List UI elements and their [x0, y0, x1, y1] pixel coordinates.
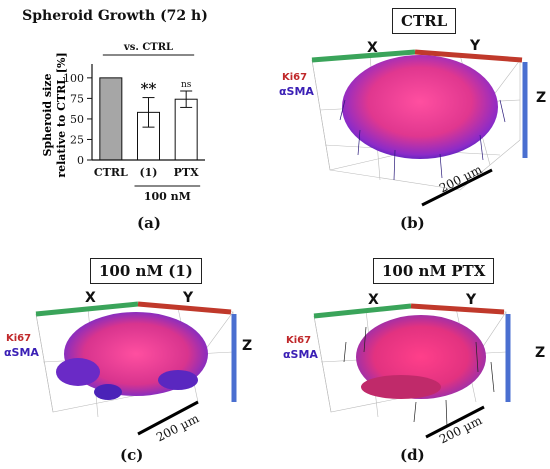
- legend-ki67-d: Ki67: [286, 335, 312, 346]
- axis-y-d: Y: [466, 292, 477, 308]
- panel-title-b: CTRL: [392, 8, 457, 34]
- axis-y-c: Y: [183, 290, 194, 306]
- spheroid-render-ctrl: [311, 49, 528, 207]
- x-tick-label: (1): [139, 166, 157, 179]
- chart-title: Spheroid Growth (72 h): [22, 8, 208, 24]
- panel-title-c: 100 nM (1): [90, 258, 202, 284]
- axis-z-b: Z: [536, 90, 547, 106]
- axis-z-c: Z: [242, 338, 253, 354]
- legend-ki67-c: Ki67: [6, 333, 32, 344]
- x-tick-label: PTX: [174, 166, 199, 179]
- y-tick-label: 50: [70, 113, 84, 126]
- y-axis-label-line2: relative to CTRL [%]: [55, 52, 68, 177]
- panel-letter-c: (c): [120, 446, 144, 464]
- comparison-label: vs. CTRL: [123, 42, 173, 53]
- legend-asma-d: αSMA: [283, 348, 318, 361]
- axis-x-d: X: [368, 292, 379, 308]
- x-tick-label: CTRL: [94, 166, 128, 179]
- axis-x-b: X: [367, 40, 378, 56]
- significance-label: **: [141, 80, 157, 98]
- bar-PTX: [174, 98, 198, 161]
- legend-asma-c: αSMA: [4, 346, 39, 359]
- y-tick-label: 75: [70, 92, 84, 105]
- axis-x-c: X: [85, 290, 96, 306]
- axis-z-d: Z: [535, 345, 546, 361]
- spheroid-render-1: [35, 301, 237, 436]
- y-tick-label: 100: [63, 72, 84, 85]
- y-tick-label: 25: [70, 133, 84, 146]
- panel-title-d: 100 nM PTX: [373, 258, 495, 284]
- significance-label: ns: [181, 80, 192, 90]
- panel-letter-a: (a): [137, 214, 161, 232]
- bar-chart: 0 25 50 75 100 Spheroid size relative to CTRL …: [41, 42, 205, 203]
- spheroid-render-ptx: [313, 303, 511, 439]
- legend-asma-b: αSMA: [279, 85, 314, 98]
- y-axis-label-line1: Spheroid size: [41, 73, 54, 156]
- bar-CTRL: [99, 77, 123, 161]
- legend-ki67-b: Ki67: [282, 72, 308, 83]
- group-label: 100 nM: [144, 190, 191, 203]
- y-tick-label: 0: [77, 154, 84, 167]
- axis-y-b: Y: [470, 38, 481, 54]
- panel-letter-b: (b): [400, 214, 425, 232]
- panel-letter-d: (d): [400, 446, 425, 464]
